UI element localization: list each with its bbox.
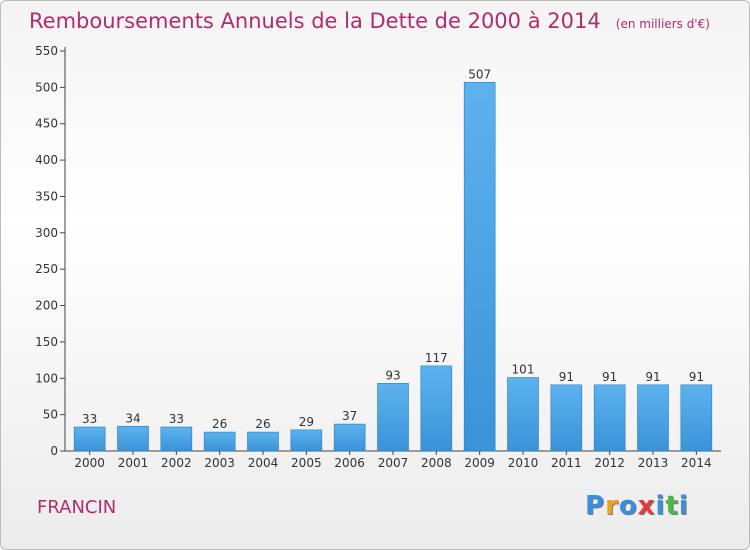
- bar-value-label: 101: [512, 363, 535, 377]
- chart-title-block: Remboursements Annuels de la Dette de 20…: [29, 9, 710, 33]
- bar: [637, 384, 669, 452]
- x-tick-label: 2002: [161, 456, 192, 470]
- y-tick-label: 50: [43, 408, 58, 422]
- x-tick-label: 2007: [378, 456, 409, 470]
- y-tick-label: 450: [35, 117, 58, 131]
- bar-value-label: 26: [255, 417, 270, 431]
- bar-value-label: 93: [385, 368, 400, 382]
- logo-letter: i: [678, 491, 689, 521]
- y-tick-label: 250: [35, 262, 58, 276]
- bar-value-label: 117: [425, 351, 448, 365]
- y-tick-label: 0: [50, 444, 58, 458]
- x-tick-label: 2004: [248, 456, 279, 470]
- bar-value-label: 91: [559, 370, 574, 384]
- y-tick-label: 150: [35, 335, 58, 349]
- bar: [160, 426, 193, 452]
- proxiti-logo: Proxiti: [585, 491, 689, 521]
- logo-letter: o: [618, 491, 638, 521]
- x-tick-label: 2011: [551, 456, 582, 470]
- bar: [117, 425, 149, 452]
- y-tick-label: 200: [35, 299, 58, 313]
- y-tick-label: 300: [35, 226, 58, 240]
- y-tick-label: 350: [35, 189, 58, 203]
- y-tick-label: 100: [35, 371, 58, 385]
- bar-value-label: 37: [342, 409, 357, 423]
- bar-value-label: 91: [689, 370, 704, 384]
- x-tick-label: 2014: [681, 456, 712, 470]
- bar: [420, 365, 453, 452]
- bar: [507, 377, 539, 452]
- x-tick-label: 2013: [638, 456, 669, 470]
- x-tick-label: 2005: [291, 456, 322, 470]
- bar-value-label: 91: [645, 370, 660, 384]
- bar: [247, 431, 279, 452]
- logo-letter: i: [655, 491, 666, 521]
- commune-name: FRANCIN: [37, 497, 117, 518]
- x-tick-label: 2000: [74, 456, 105, 470]
- x-tick-label: 2010: [508, 456, 539, 470]
- logo-letter: r: [605, 491, 619, 521]
- bar-value-label: 91: [602, 370, 617, 384]
- chart-unit: (en milliers d'€): [615, 17, 710, 31]
- bar-value-label: 507: [468, 67, 491, 81]
- logo-letter: P: [585, 491, 606, 521]
- x-tick-label: 2001: [118, 456, 149, 470]
- x-tick-label: 2003: [204, 456, 235, 470]
- x-tick-label: 2008: [421, 456, 452, 470]
- x-tick-label: 2012: [594, 456, 625, 470]
- bar-value-label: 29: [299, 415, 314, 429]
- bar: [680, 384, 713, 452]
- x-tick-label: 2009: [464, 456, 495, 470]
- x-tick-label: 2006: [334, 456, 365, 470]
- bar: [203, 431, 236, 452]
- bar: [333, 423, 366, 452]
- bar-value-label: 34: [125, 411, 140, 425]
- y-tick-label: 400: [35, 153, 58, 167]
- chart-title: Remboursements Annuels de la Dette de 20…: [29, 9, 601, 33]
- y-tick-label: 550: [35, 44, 58, 58]
- bar: [463, 81, 496, 452]
- logo-letter: t: [665, 491, 679, 521]
- bar: [73, 426, 106, 452]
- bar-value-label: 33: [169, 412, 184, 426]
- bar-value-label: 33: [82, 412, 97, 426]
- bar: [593, 384, 626, 452]
- bar: [290, 429, 323, 452]
- y-tick-label: 500: [35, 80, 58, 94]
- bar: [550, 384, 583, 452]
- bar-value-label: 26: [212, 417, 227, 431]
- bar: [377, 383, 409, 452]
- logo-letter: x: [637, 491, 656, 521]
